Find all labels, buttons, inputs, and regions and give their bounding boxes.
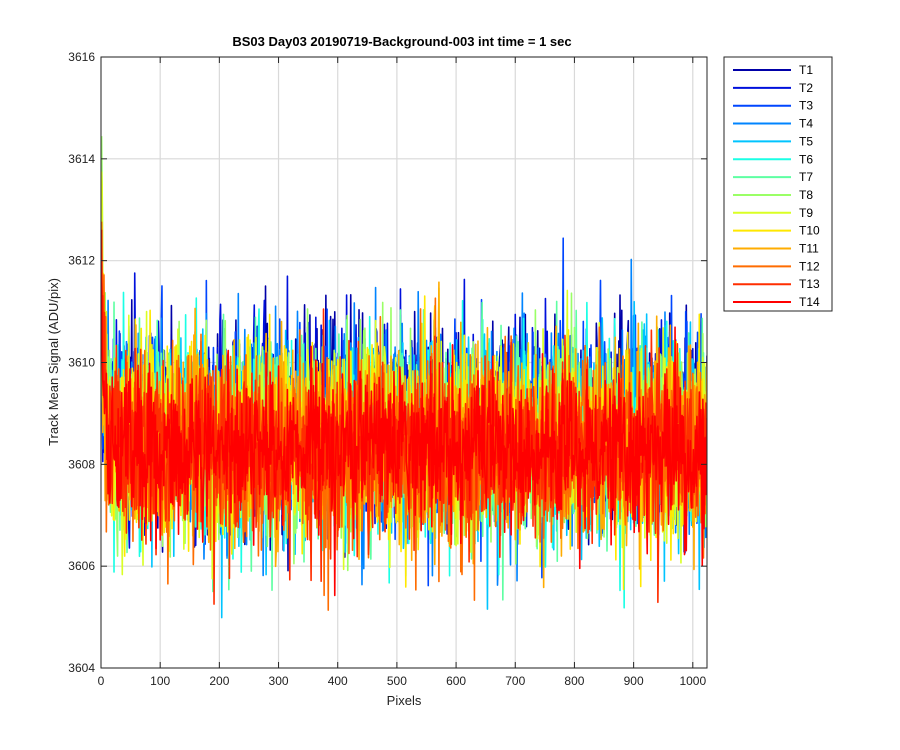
series-lines xyxy=(101,136,707,619)
x-tick-label: 600 xyxy=(446,674,466,688)
y-tick-label: 3610 xyxy=(68,356,95,370)
x-tick-label: 100 xyxy=(150,674,170,688)
x-tick-label: 300 xyxy=(269,674,289,688)
legend-label-T2: T2 xyxy=(799,81,813,95)
legend-label-T5: T5 xyxy=(799,134,813,148)
legend-label-T7: T7 xyxy=(799,170,813,184)
x-tick-label: 1000 xyxy=(679,674,706,688)
legend-label-T1: T1 xyxy=(799,63,813,77)
x-tick-label: 400 xyxy=(328,674,348,688)
series-line-T13 xyxy=(101,285,707,605)
y-tick-label: 3606 xyxy=(68,559,95,573)
legend-label-T4: T4 xyxy=(799,117,813,131)
y-tick-label: 3612 xyxy=(68,254,95,268)
x-tick-label: 500 xyxy=(387,674,407,688)
y-axis-label: Track Mean Signal (ADU/pix) xyxy=(46,278,61,446)
y-tick-label: 3614 xyxy=(68,152,95,166)
chart-title: BS03 Day03 20190719-Background-003 int t… xyxy=(232,34,571,49)
axis-ticks: 0 100 200 300 400 500 600 700 800 900 1000 3604 3606… xyxy=(68,50,707,688)
legend-label-T13: T13 xyxy=(799,277,820,291)
y-tick-label: 3604 xyxy=(68,661,95,675)
x-tick-label: 0 xyxy=(98,674,105,688)
x-axis-label: Pixels xyxy=(387,693,422,708)
legend-label-T10: T10 xyxy=(799,224,820,238)
y-tick-label: 3616 xyxy=(68,50,95,64)
legend-label-T3: T3 xyxy=(799,99,813,113)
legend-label-T12: T12 xyxy=(799,259,820,273)
series-line-T14 xyxy=(101,229,707,597)
x-tick-label: 200 xyxy=(209,674,229,688)
legend-box xyxy=(723,56,833,312)
legend-label-T8: T8 xyxy=(799,188,813,202)
legend-label-T11: T11 xyxy=(799,242,819,256)
legend-label-T9: T9 xyxy=(799,206,813,220)
x-tick-label: 900 xyxy=(624,674,644,688)
x-tick-label: 800 xyxy=(564,674,584,688)
legend-label-T6: T6 xyxy=(799,152,813,166)
legend: T1 T2 T3 T4 T5 T6 T7 T8 T9 T10 T11 T12 T13 T14 xyxy=(723,56,833,312)
legend-label-T14: T14 xyxy=(799,295,820,309)
x-tick-label: 700 xyxy=(505,674,525,688)
y-tick-label: 3608 xyxy=(68,457,95,471)
